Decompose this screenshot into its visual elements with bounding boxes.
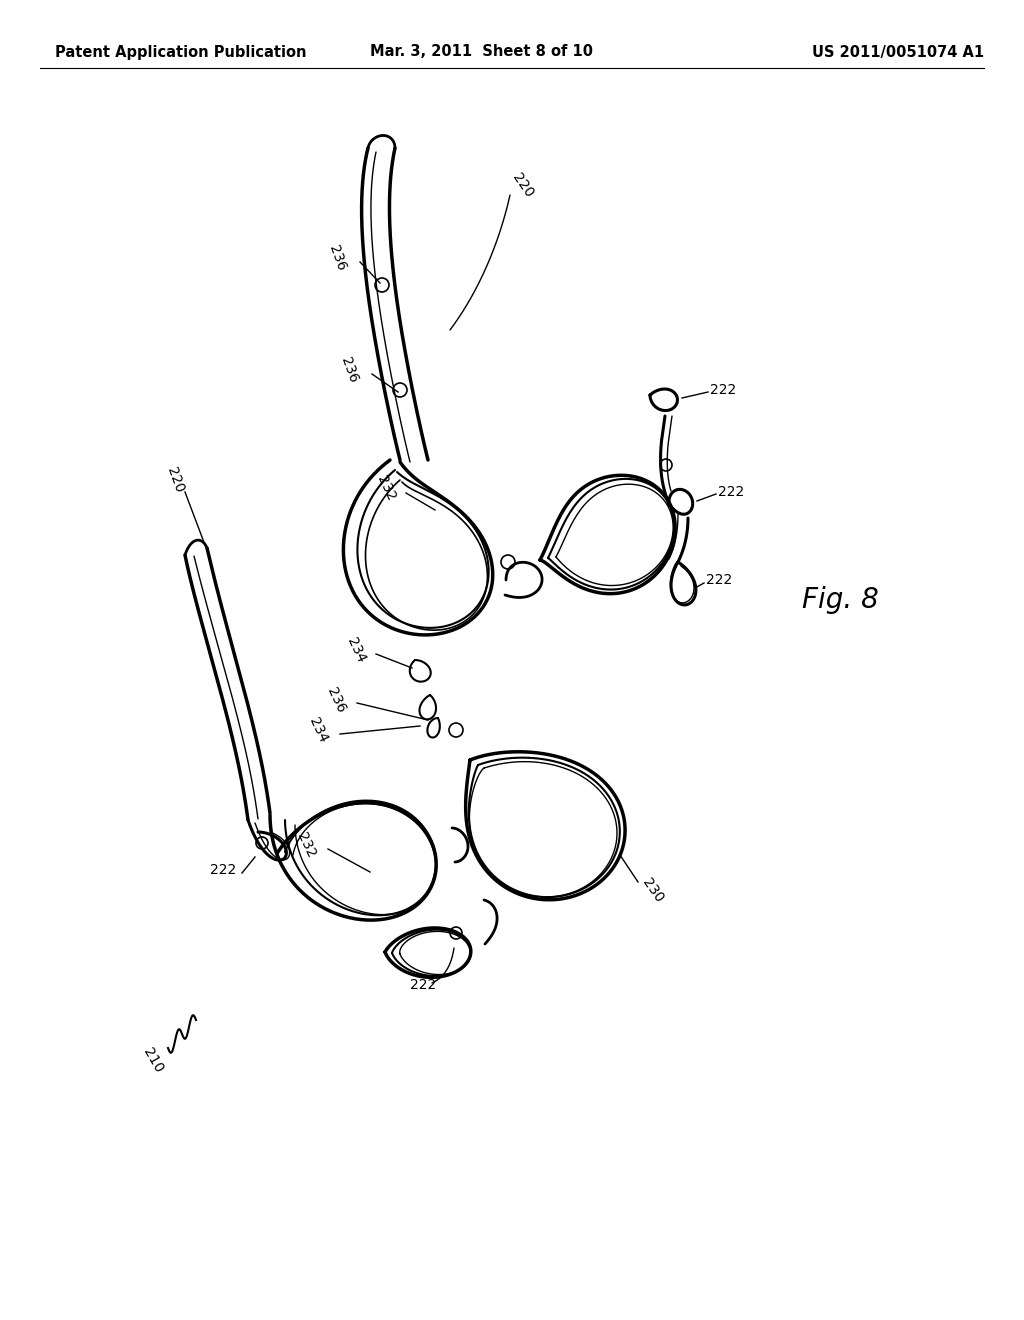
Text: 220: 220 [164,465,186,495]
Text: 222: 222 [410,978,436,993]
Text: 222: 222 [706,573,732,587]
Text: Fig. 8: Fig. 8 [802,586,879,614]
Text: 236: 236 [325,685,348,715]
Text: 220: 220 [510,170,537,199]
Text: 234: 234 [306,715,330,744]
Text: 236: 236 [338,355,360,385]
Text: 236: 236 [326,243,348,273]
Text: Patent Application Publication: Patent Application Publication [55,45,306,59]
Text: 222: 222 [710,383,736,397]
Text: 210: 210 [140,1045,165,1074]
Text: 234: 234 [344,635,368,665]
Text: 222: 222 [718,484,744,499]
Text: 222: 222 [210,863,236,876]
Text: 232: 232 [374,473,398,503]
Text: 232: 232 [294,830,318,859]
Text: 230: 230 [640,875,667,904]
Text: US 2011/0051074 A1: US 2011/0051074 A1 [812,45,984,59]
Text: Mar. 3, 2011  Sheet 8 of 10: Mar. 3, 2011 Sheet 8 of 10 [370,45,593,59]
